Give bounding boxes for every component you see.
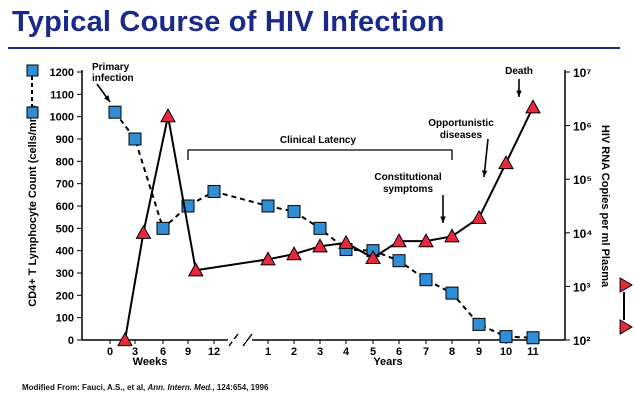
y-left-tick-label: 900 xyxy=(56,134,74,146)
y-right-tick-label: 10⁴ xyxy=(573,227,592,241)
y-left-tick-label: 500 xyxy=(56,223,74,235)
arrow-primary-infection-head xyxy=(104,95,110,102)
annotation-opportunistic-diseases: Opportunistic diseases xyxy=(428,118,494,141)
cd4-data-point xyxy=(445,286,459,300)
rna-data-point xyxy=(418,233,434,248)
x-segment-label-years: Years xyxy=(373,356,402,368)
y-left-tick-label: 300 xyxy=(56,268,74,280)
y-right-tick-label: 10⁶ xyxy=(573,120,592,134)
cd4-data-point xyxy=(128,132,142,146)
x-tick-label: 2 xyxy=(291,346,297,358)
rna-data-point xyxy=(471,209,487,224)
y-right-tick-label: 10⁵ xyxy=(573,173,592,187)
source-suffix: , 124:654, 1996 xyxy=(212,383,269,392)
annotation-clinical-latency: Clinical Latency xyxy=(280,135,357,146)
rna-data-point xyxy=(260,251,276,266)
x-tick-label: 9 xyxy=(185,346,191,358)
x-tick-label: 4 xyxy=(343,346,350,358)
y-left-tick-label: 700 xyxy=(56,179,74,191)
rna-data-point xyxy=(391,233,407,248)
clinical-latency-bracket xyxy=(187,149,453,160)
x-axis-break-mark xyxy=(242,333,253,347)
x-tick-label: 6 xyxy=(160,346,166,358)
rna-data-point xyxy=(187,262,204,277)
y-left-tick-label: 800 xyxy=(56,156,74,168)
rna-data-point xyxy=(525,99,541,114)
y-right-axis-label: HIV RNA Copies per ml Plasma xyxy=(599,125,611,288)
x-tick-label: 7 xyxy=(423,346,429,358)
arrow-death-head xyxy=(516,90,522,97)
legend-triangle-marker-bottom xyxy=(619,319,633,335)
y-right-tick-label: 10⁷ xyxy=(573,66,591,80)
legend-square-marker-bottom xyxy=(26,106,39,119)
annotation-constitutional-symptoms: Constitutional symptoms xyxy=(374,172,441,195)
y-right-tick-label: 10² xyxy=(573,334,590,348)
y-left-axis-label: CD4+ T Lymphocyte Count (cells/mm³) xyxy=(27,105,39,307)
x-tick-label: 3 xyxy=(317,346,323,358)
y-left-tick-label: 200 xyxy=(56,290,74,302)
rna-data-point xyxy=(286,246,302,261)
x-tick-label: 3 xyxy=(132,346,138,358)
rna-data-point xyxy=(160,108,176,123)
rna-data-point xyxy=(117,331,133,347)
chart-title: Typical Course of HIV Infection xyxy=(12,6,445,38)
arrow-opportunistic-diseases-head xyxy=(481,170,488,177)
legend-square-marker-top xyxy=(26,64,39,77)
rna-series-line xyxy=(124,115,197,341)
cd4-data-point xyxy=(526,331,540,345)
annotation-death: Death xyxy=(505,66,533,77)
axes-layer: 0100200300400500600700800900100011001200… xyxy=(26,64,633,368)
y-right-tick-label: 10³ xyxy=(573,280,590,294)
y-left-tick-label: 100 xyxy=(56,313,74,325)
arrow-constitutional-symptoms-head xyxy=(440,216,446,223)
y-left-tick-label: 400 xyxy=(56,246,74,258)
x-tick-label: 0 xyxy=(107,346,113,358)
cd4-data-point xyxy=(261,199,275,213)
x-tick-label: 5 xyxy=(370,346,376,358)
cd4-series-line xyxy=(213,190,269,207)
annotations-layer: Primary infection Clinical Latency Constitu… xyxy=(92,62,533,223)
x-tick-label: 12 xyxy=(208,346,220,358)
legend-triangle-marker-top xyxy=(619,277,633,293)
rna-series-line xyxy=(195,258,269,272)
y-left-tick-label: 600 xyxy=(56,201,74,213)
x-tick-label: 6 xyxy=(396,346,402,358)
y-left-tick-label: 0 xyxy=(68,335,74,347)
cd4-data-point xyxy=(419,273,433,287)
x-tick-label: 10 xyxy=(500,346,512,358)
rna-data-point xyxy=(498,155,514,170)
cd4-data-point xyxy=(287,205,301,219)
cd4-data-point xyxy=(207,184,221,198)
rna-data-point xyxy=(444,228,460,243)
cd4-series-line xyxy=(267,205,534,339)
y-left-tick-label: 1000 xyxy=(50,112,74,124)
x-tick-label: 9 xyxy=(476,346,482,358)
x-axis-break-gap xyxy=(232,339,246,342)
x-tick-label: 1 xyxy=(265,346,271,358)
rna-data-point xyxy=(312,238,328,253)
rna-data-point xyxy=(338,234,354,249)
source-journal: Ann. Intern. Med. xyxy=(147,383,213,392)
x-tick-label: 11 xyxy=(527,346,539,358)
cd4-data-point xyxy=(472,317,486,331)
annotation-primary-infection: Primary infection xyxy=(92,62,134,84)
cd4-data-point xyxy=(313,221,327,235)
cd4-data-point xyxy=(108,105,122,119)
source-prefix: Modified From: Fauci, A.S., et al, xyxy=(22,383,148,392)
x-tick-label: 8 xyxy=(449,346,455,358)
rna-data-point xyxy=(135,224,152,239)
cd4-data-point xyxy=(156,221,170,235)
y-left-tick-label: 1200 xyxy=(50,67,74,79)
y-left-tick-label: 1100 xyxy=(50,89,74,101)
source-citation: Modified From: Fauci, A.S., et al, Ann. … xyxy=(22,383,268,392)
rna-data-point xyxy=(365,249,381,265)
x-segment-label-weeks: Weeks xyxy=(133,356,168,368)
series-layer xyxy=(108,99,541,347)
cd4-data-point xyxy=(499,330,513,344)
cd4-data-point xyxy=(392,254,406,268)
title-underline xyxy=(8,47,620,49)
